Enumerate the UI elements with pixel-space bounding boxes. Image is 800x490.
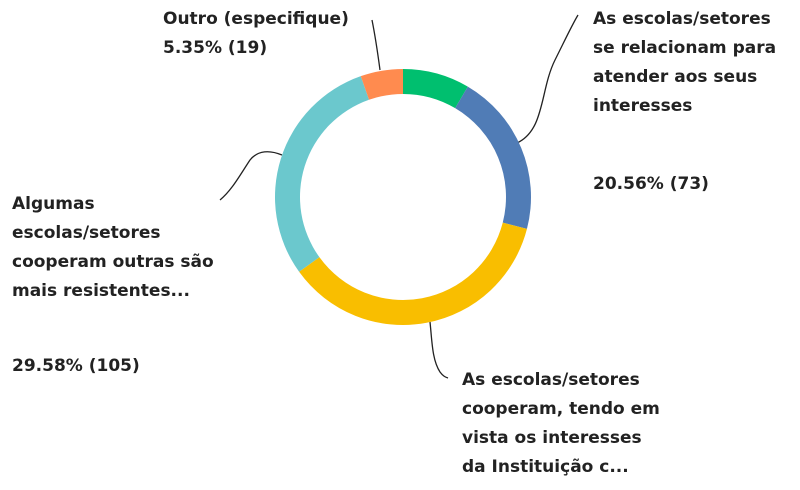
leader-line xyxy=(371,19,381,71)
category-label: Algumas escolas/setores cooperam outras … xyxy=(12,194,214,301)
category-label: As escolas/setores cooperam, tendo em vi… xyxy=(462,370,660,477)
leader-line xyxy=(516,14,579,144)
category-label: As escolas/setores se relacionam para at… xyxy=(593,9,777,116)
value-label: 5.35% (19) xyxy=(163,38,268,58)
donut-segment xyxy=(403,69,468,109)
category-label: Outro (especifique) xyxy=(163,9,349,29)
donut-segment xyxy=(455,86,531,229)
value-label: 29.58% (105) xyxy=(12,356,140,376)
value-label: 20.56% (73) xyxy=(593,174,709,194)
donut-segment xyxy=(299,222,527,325)
donut-segment xyxy=(360,69,403,100)
leader-line xyxy=(429,321,449,379)
leader-line xyxy=(219,151,283,201)
donut-segment xyxy=(274,76,370,272)
